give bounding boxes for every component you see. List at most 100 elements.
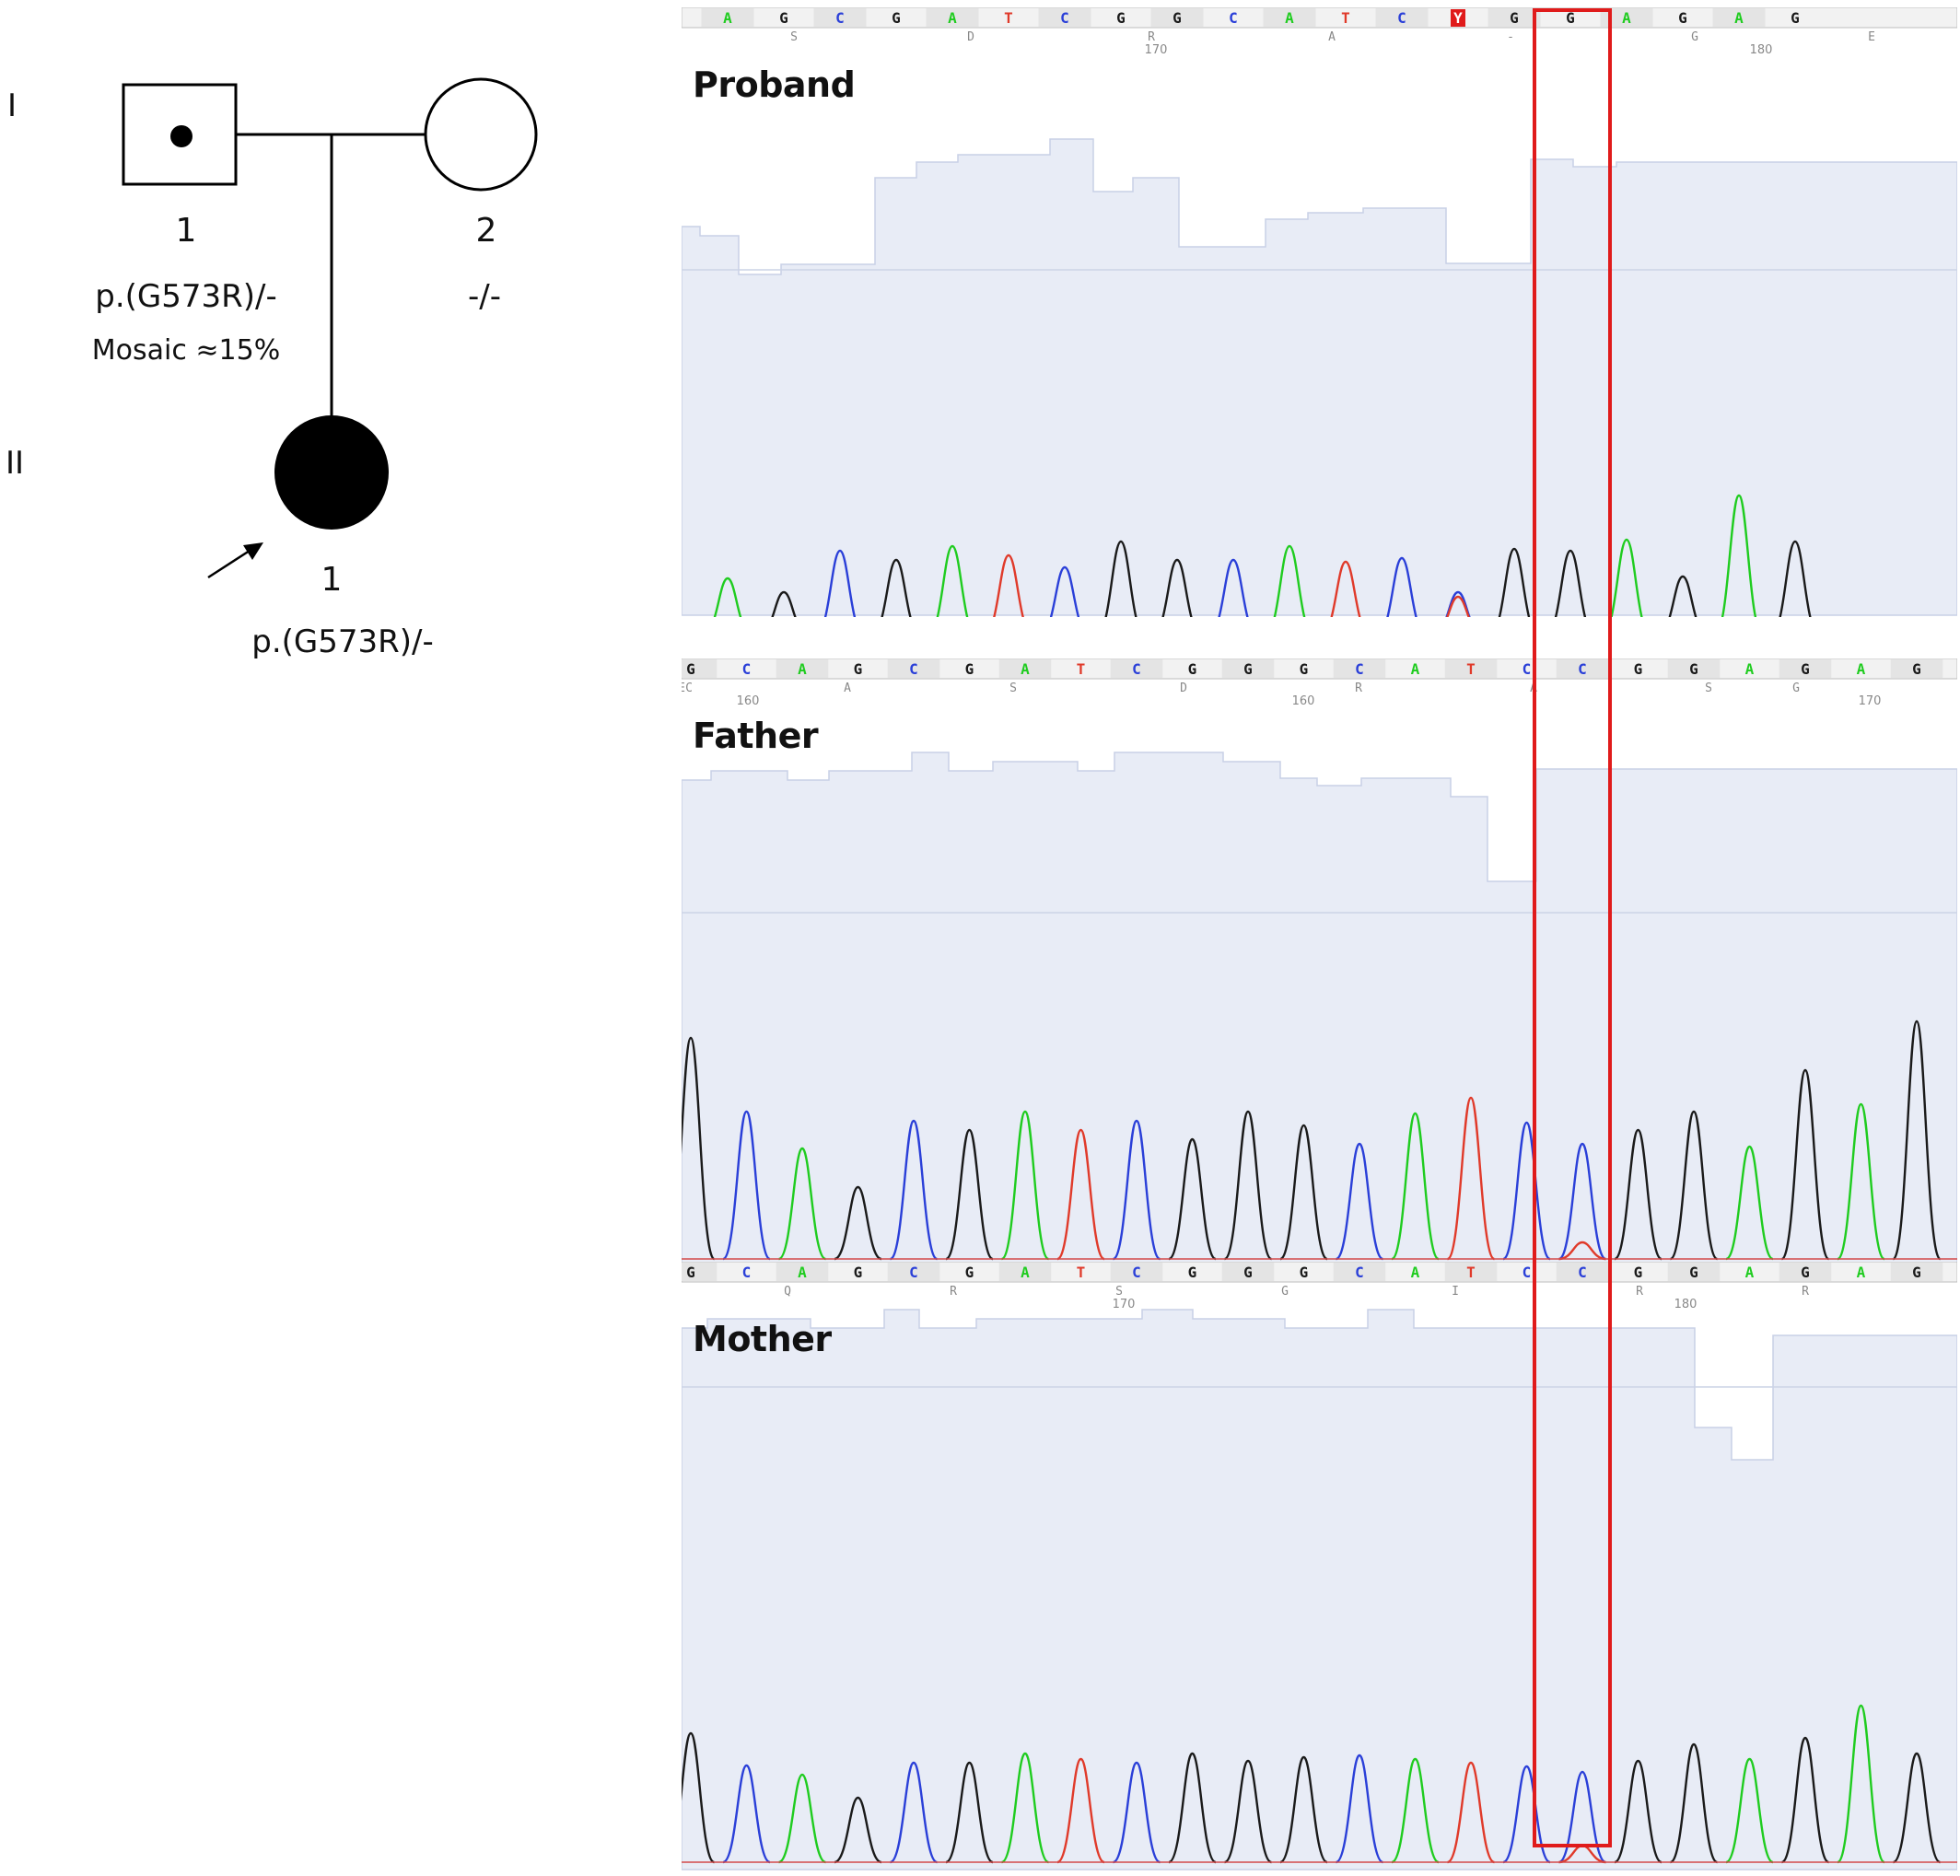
trace-peak	[1056, 1757, 1105, 1864]
mother-number: 2	[476, 212, 497, 250]
base-call: G	[686, 660, 695, 678]
amino-acid-label: S	[1009, 682, 1017, 695]
header-band	[682, 658, 1957, 680]
base-call: G	[686, 1264, 695, 1281]
base-call: C	[1522, 1264, 1532, 1281]
amino-acid-label: E	[682, 682, 685, 695]
trace-peak	[889, 1119, 939, 1261]
trace-peak	[1892, 1752, 1942, 1864]
base-call: T	[1466, 1264, 1476, 1281]
mother-genotype: -/-	[468, 278, 501, 315]
position-label: 170	[1113, 1298, 1136, 1311]
trace-peak	[771, 590, 797, 617]
base-cell	[1333, 1263, 1386, 1281]
base-cell	[701, 8, 754, 27]
trace-peak	[1335, 1142, 1384, 1261]
base-call: G	[1300, 1264, 1309, 1281]
proband-circle	[274, 415, 389, 530]
base-call: G	[1912, 660, 1921, 678]
ambiguous-base-highlight	[1451, 9, 1465, 27]
trace-peak	[1614, 1759, 1662, 1864]
generation-label-i: I	[7, 87, 17, 124]
trace-peak	[1668, 575, 1698, 617]
father-mosaic-note: Mosaic ≈15%	[92, 334, 280, 367]
quality-area	[682, 138, 1957, 616]
base-cell	[776, 1263, 829, 1281]
trace-peak	[1000, 1110, 1050, 1261]
base-call: G	[892, 9, 901, 27]
base-call: G	[1566, 9, 1575, 27]
trace-peak	[1391, 1757, 1440, 1864]
base-cell	[1667, 659, 1721, 678]
base-call-header: GCAGCGATCGGGCATCCGGAGAGCASDRASGE16016017…	[682, 658, 1957, 708]
base-call: G	[1678, 9, 1687, 27]
trace-peak	[945, 1761, 994, 1864]
base-call: C	[909, 1264, 918, 1281]
base-cell	[813, 8, 867, 27]
base-cell	[1150, 8, 1204, 27]
base-call: A	[798, 1264, 807, 1281]
base-cell	[1712, 8, 1766, 27]
trace-peak	[1836, 1102, 1886, 1261]
base-call: C	[1355, 1264, 1364, 1281]
trace-peak	[682, 1731, 716, 1864]
base-cell	[1221, 1263, 1275, 1281]
base-call: G	[1243, 1264, 1253, 1281]
amino-acid-label: S	[790, 30, 798, 44]
base-call: A	[1622, 9, 1631, 27]
trace-peaks	[682, 1020, 1957, 1261]
base-cell	[1667, 1263, 1721, 1281]
base-cell	[1444, 1263, 1498, 1281]
father-number: 1	[176, 212, 197, 250]
amino-acid-label: I	[1452, 1285, 1459, 1299]
trace-peak	[1104, 540, 1138, 617]
trace-peak	[834, 1796, 882, 1864]
base-call: T	[1077, 660, 1086, 678]
amino-acid-label: G	[1792, 682, 1800, 695]
base-cell	[1890, 1263, 1943, 1281]
base-call: C	[742, 1264, 752, 1281]
trace-peak	[944, 1128, 995, 1261]
trace-peak	[1000, 1752, 1050, 1864]
trace-peak	[1780, 1736, 1830, 1864]
base-call: G	[1172, 9, 1182, 27]
trace-peak	[834, 1185, 882, 1261]
quality-bars	[682, 138, 1957, 616]
amino-acid-label: -	[1507, 30, 1514, 44]
trace-peak	[682, 1036, 716, 1261]
base-cell	[1038, 8, 1091, 27]
proband-number: 1	[321, 561, 343, 599]
amino-acid-label: R	[1636, 1285, 1643, 1299]
base-cell	[682, 659, 718, 678]
base-call: G	[1912, 1264, 1921, 1281]
base-cell	[1556, 659, 1609, 678]
trace-peak	[1168, 1752, 1217, 1864]
base-cell	[1600, 8, 1653, 27]
trace-title: Proband	[693, 64, 856, 105]
base-call: G	[1689, 1264, 1698, 1281]
trace-peak	[1056, 1128, 1106, 1261]
trace-peak	[1390, 1112, 1441, 1261]
trace-peak	[1498, 547, 1531, 617]
base-call: G	[965, 660, 974, 678]
base-call: G	[779, 9, 788, 27]
base-cell	[887, 659, 940, 678]
base-cell	[682, 1263, 718, 1281]
trace-peak	[721, 1110, 772, 1261]
base-call: A	[1411, 1264, 1420, 1281]
base-call: C	[1229, 9, 1238, 27]
base-call: A	[1857, 660, 1866, 678]
base-call: A	[798, 660, 807, 678]
position-label: 170	[1859, 694, 1882, 708]
base-call: G	[1188, 660, 1197, 678]
base-call: T	[1341, 9, 1350, 27]
amino-acid-label: R	[1802, 1285, 1809, 1299]
base-call: G	[854, 660, 863, 678]
trace-peak	[1278, 1124, 1329, 1261]
trace-peak	[1218, 558, 1249, 617]
trace-peak	[777, 1147, 827, 1261]
base-cell	[1263, 8, 1316, 27]
base-call: A	[1021, 1264, 1030, 1281]
